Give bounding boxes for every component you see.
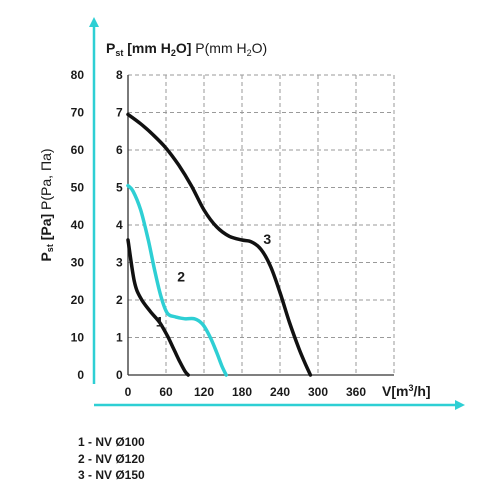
y2-title-light1: P(mm H [191,40,246,56]
y-tick-label-mm: 4 [116,218,123,232]
legend-item-2: 2 - NV Ø120 [78,451,145,466]
x-axis-title: V[m3/h] [382,383,431,399]
x-tick-label: 0 [125,385,132,399]
x-tick-label: 240 [270,385,290,399]
y-tick-label-mm: 1 [116,331,123,345]
y2-title-sub: st [115,48,123,58]
legend: 1 - NV Ø100 2 - NV Ø120 3 - NV Ø150 [78,434,145,484]
y-tick-labels-pa: 0 10 20 30 40 50 60 70 80 [71,68,85,382]
legend-item-1: 1 - NV Ø100 [78,435,145,449]
y-tick-label-pa: 10 [71,331,85,345]
y-tick-label-pa: 70 [71,106,85,120]
legend-item-3: 3 - NV Ø150 [78,468,145,482]
y-tick-label-pa: 40 [71,218,85,232]
y-tick-label-mm: 6 [116,143,123,157]
series-line-2 [126,183,228,377]
y2-title-bold2: O] [176,40,192,56]
series-line-1 [126,238,190,377]
axes [89,17,465,410]
y-tick-label-mm: 8 [116,68,123,82]
x-title-sup: 3 [408,383,413,393]
curve-label-2: 2 [177,268,185,284]
y2-title-bold1: [mm H [123,40,170,56]
y-tick-label-pa: 50 [71,181,85,195]
y2-title-main: P [106,40,115,56]
x-tick-label: 180 [232,385,252,399]
curve-label-1: 1 [156,313,164,329]
y-axis-title: Pst [Pa] P(Pa, Πa) [38,148,55,261]
y2-title-sub2: 2 [171,48,176,58]
curve-label-3: 3 [263,231,271,247]
series-line-3 [126,112,313,377]
grid [128,74,395,375]
y-tick-label-pa: 20 [71,293,85,307]
y-tick-label-pa: 80 [71,68,85,82]
y-title-alt: P(Pa, Πa) [38,148,54,213]
x-tick-labels: 0 60 120 180 240 300 360 [125,385,367,399]
y-title-sub: st [45,244,55,252]
y2-axis-title: Pst [mm H2O] P(mm H2O) [106,40,267,58]
y-tick-labels-mm: 0 1 2 3 4 5 6 7 8 [116,68,123,382]
y-tick-label-pa: 30 [71,256,85,270]
y-title-unit: [Pa] [38,214,54,244]
y-tick-label-mm: 5 [116,181,123,195]
y2-title-sub3: 2 [247,48,252,58]
y-tick-label-pa: 60 [71,143,85,157]
y-tick-label-mm: 0 [116,368,123,382]
y-tick-label-mm: 3 [116,256,123,270]
x-title-main: V[m [382,383,408,399]
x-tick-label: 120 [194,385,214,399]
x-tick-label: 360 [346,385,366,399]
y-tick-label-pa: 0 [77,368,84,382]
x-tick-label: 300 [308,385,328,399]
y2-title-light2: O) [252,40,268,56]
series-lines [126,112,313,377]
curve-labels: 1 2 3 [156,231,272,330]
x-title-rest: /h] [413,383,430,399]
y-title-main: P [38,252,54,261]
y-tick-label-mm: 7 [116,106,123,120]
y-tick-label-mm: 2 [116,293,123,307]
x-tick-label: 60 [159,385,173,399]
